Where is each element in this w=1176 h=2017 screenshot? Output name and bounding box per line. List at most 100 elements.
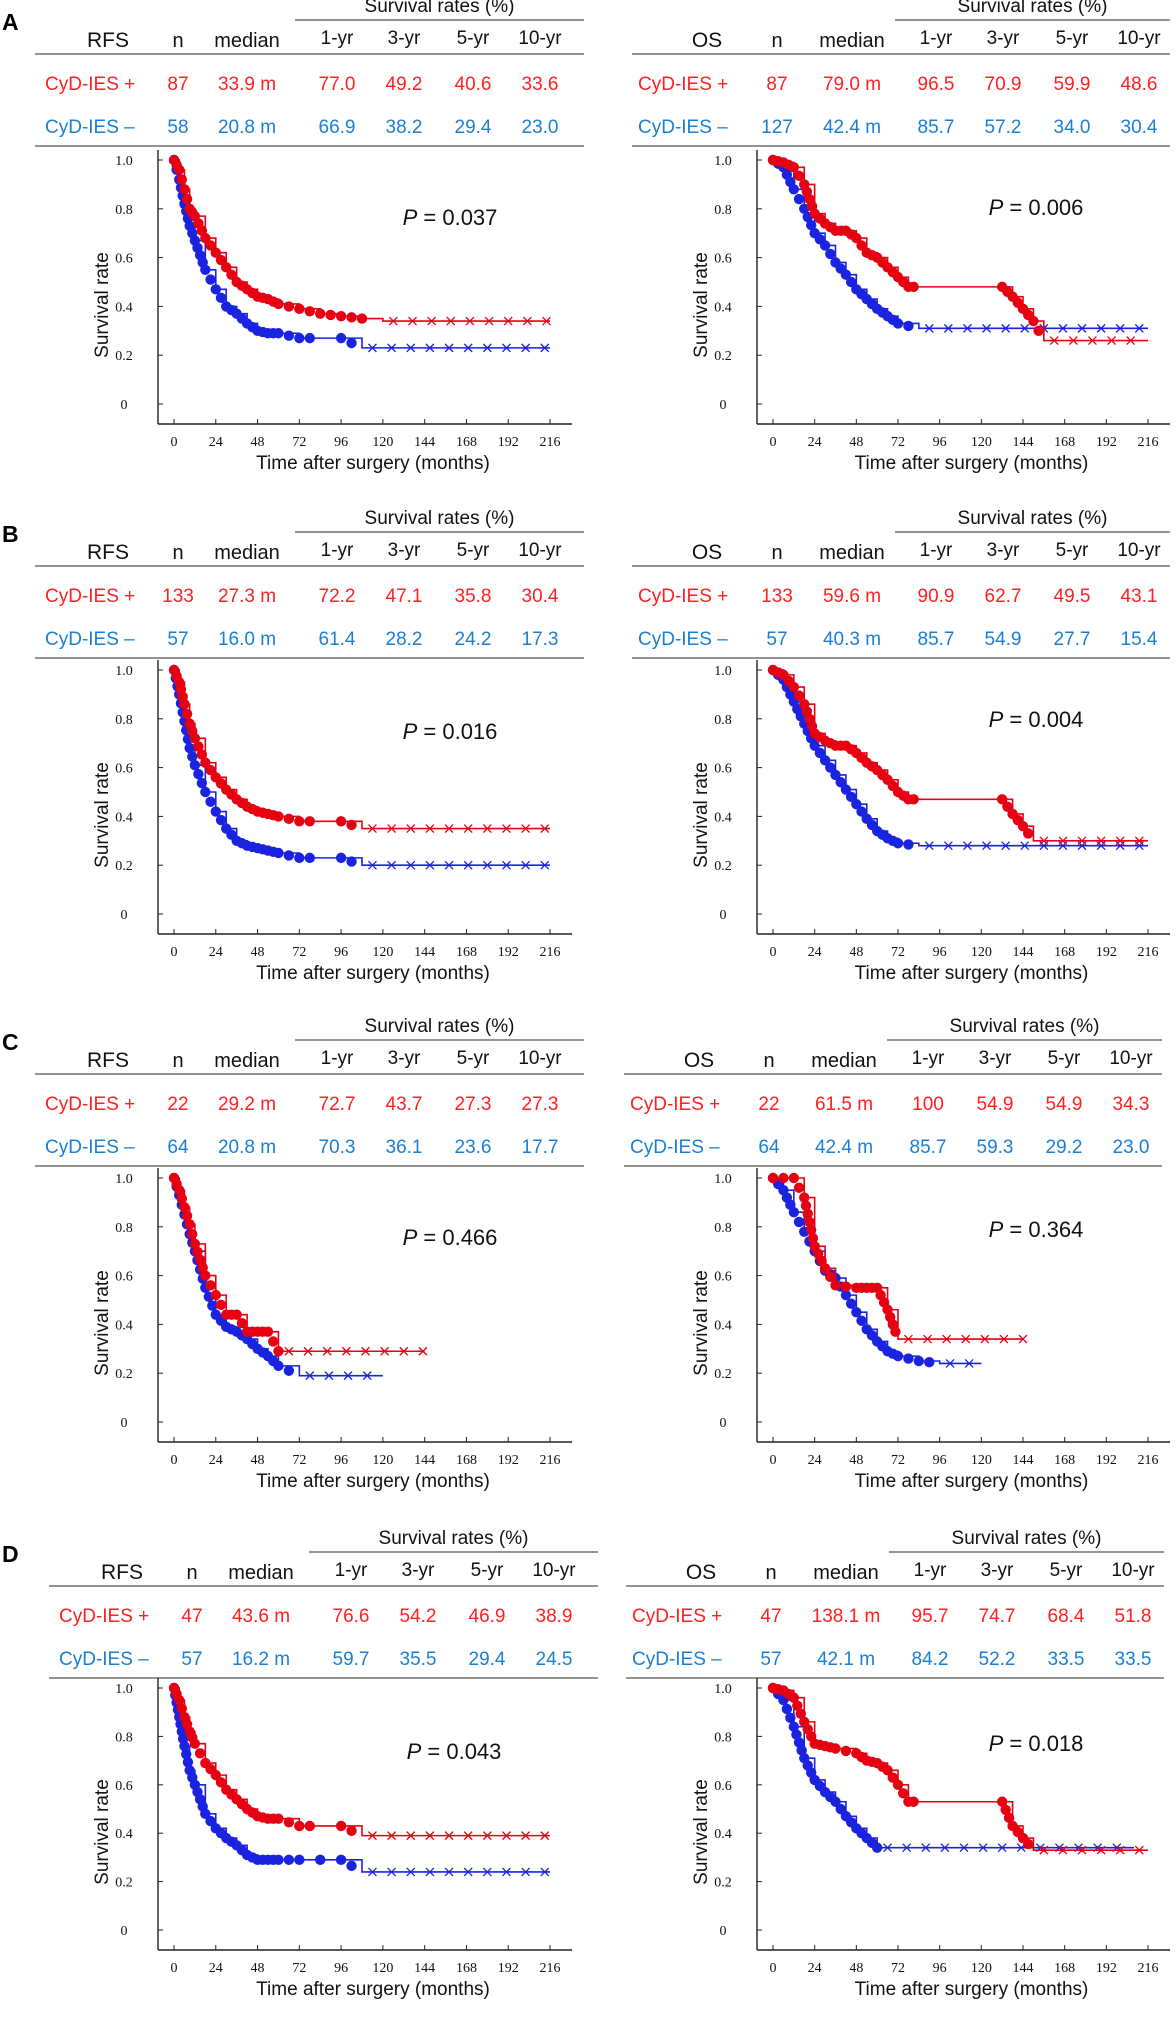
group-label: CyD-IES +: [59, 1606, 149, 1627]
event-marker: [184, 1219, 195, 1230]
x-tick-label: 72: [292, 435, 306, 450]
event-marker: [205, 274, 216, 285]
group-median: 43.6 m: [232, 1606, 290, 1627]
event-marker: [200, 1270, 211, 1281]
event-marker: [892, 318, 904, 329]
event-marker: [887, 1772, 898, 1783]
series-cyd-ies-positive: [168, 154, 551, 326]
x-tick-label: 72: [292, 1453, 306, 1468]
p-equals: =: [417, 1225, 442, 1250]
panel-letter: C: [2, 1029, 19, 1055]
censor-marker: [921, 1843, 931, 1853]
n-header: n: [763, 1050, 774, 1072]
n-header: n: [771, 30, 782, 52]
censor-marker: [540, 1867, 550, 1877]
metric-label: RFS: [87, 1049, 129, 1072]
event-marker: [908, 1796, 919, 1807]
y-tick-label: 0.6: [115, 762, 133, 777]
x-tick-label: 144: [414, 1961, 435, 1976]
survival-rate-cell: 100: [912, 1094, 944, 1115]
event-marker: [788, 1721, 800, 1732]
event-marker: [825, 1271, 836, 1283]
event-marker: [215, 292, 227, 304]
censor-marker: [962, 323, 972, 333]
event-marker: [335, 310, 347, 322]
km-plot-a-os: 0 0.2 0.4 0.6 0.8 1.0 0 24 48 72 96 120 144 168 192 216…: [691, 150, 1170, 474]
censor-marker: [1077, 323, 1087, 333]
y-tick-label: 1.0: [115, 154, 133, 169]
group-label: CyD-IES +: [45, 74, 135, 95]
year-header: 3-yr: [987, 540, 1020, 561]
event-marker: [788, 1692, 800, 1703]
median-header: median: [811, 1050, 877, 1072]
x-tick-label: 96: [334, 1453, 348, 1468]
p-symbol: P: [989, 1217, 1004, 1242]
censor-marker: [444, 1831, 454, 1841]
x-tick-label: 168: [1054, 945, 1075, 960]
event-marker: [304, 852, 315, 864]
event-marker: [200, 232, 211, 244]
y-tick-label: 0.4: [115, 810, 133, 825]
year-header: 1-yr: [912, 1048, 945, 1069]
censor-marker: [503, 316, 513, 326]
year-header: 10-yr: [532, 1560, 576, 1581]
event-marker: [176, 1703, 188, 1714]
group-median: 16.0 m: [218, 629, 276, 650]
censor-marker: [502, 824, 511, 834]
group-n: 87: [766, 74, 787, 95]
event-marker: [273, 328, 284, 339]
y-tick-label: 0: [121, 1416, 128, 1431]
p-value: 0.364: [1028, 1217, 1083, 1242]
year-header: 10-yr: [518, 28, 562, 49]
p-value-label: P = 0.037: [403, 205, 498, 230]
x-tick-label: 72: [292, 1961, 306, 1976]
event-marker: [840, 269, 852, 280]
group-n: 57: [766, 629, 787, 650]
series-cyd-ies-positive: [767, 154, 1148, 346]
censor-marker: [1058, 323, 1068, 333]
survival-rates-header: Survival rates (%): [365, 0, 515, 17]
km-plot-a-rfs: 0 0.2 0.4 0.6 0.8 1.0 0 24 48 72 96 120 144 168 192 216…: [92, 150, 572, 474]
p-equals: =: [417, 719, 442, 744]
km-plot-d-rfs: 0 0.2 0.4 0.6 0.8 1.0 0 24 48 72 96 120 144 168 192 216…: [92, 1678, 572, 2000]
x-tick-label: 24: [209, 945, 223, 960]
event-marker: [1000, 1804, 1011, 1816]
censor-marker: [521, 1867, 531, 1877]
group-median: 42.4 m: [823, 117, 881, 138]
survival-rate-cell: 76.6: [333, 1606, 370, 1627]
event-marker: [830, 1796, 841, 1807]
median-header: median: [228, 1562, 294, 1584]
x-tick-label: 168: [456, 435, 477, 450]
x-tick-label: 48: [251, 1961, 265, 1976]
event-marker: [174, 1185, 185, 1196]
event-marker: [215, 1777, 227, 1788]
event-marker: [793, 1216, 805, 1228]
x-tick-label: 48: [849, 1453, 863, 1468]
group-median: 16.2 m: [232, 1649, 290, 1670]
censor-marker: [1096, 1845, 1106, 1855]
survival-step-line: [174, 669, 550, 830]
event-marker: [207, 1300, 218, 1311]
group-median: 59.6 m: [823, 586, 881, 607]
x-axis-label: Time after surgery (months): [855, 1471, 1089, 1492]
survival-rate-cell: 17.3: [522, 629, 559, 650]
censor-marker: [387, 1867, 397, 1877]
y-axis-label: Survival rate: [691, 1270, 712, 1376]
x-tick-label: 216: [1138, 1961, 1159, 1976]
censor-marker: [1077, 836, 1087, 846]
event-marker: [335, 852, 347, 864]
survival-rate-cell: 28.2: [386, 629, 423, 650]
x-tick-label: 72: [891, 435, 905, 450]
censor-marker: [1115, 323, 1125, 333]
censor-marker: [362, 1371, 372, 1381]
event-marker: [793, 690, 805, 701]
censor-marker: [502, 860, 511, 870]
event-marker: [882, 1765, 893, 1776]
event-marker: [294, 303, 305, 315]
event-marker: [179, 698, 190, 710]
event-marker: [194, 1748, 206, 1759]
censor-marker: [1126, 336, 1136, 346]
